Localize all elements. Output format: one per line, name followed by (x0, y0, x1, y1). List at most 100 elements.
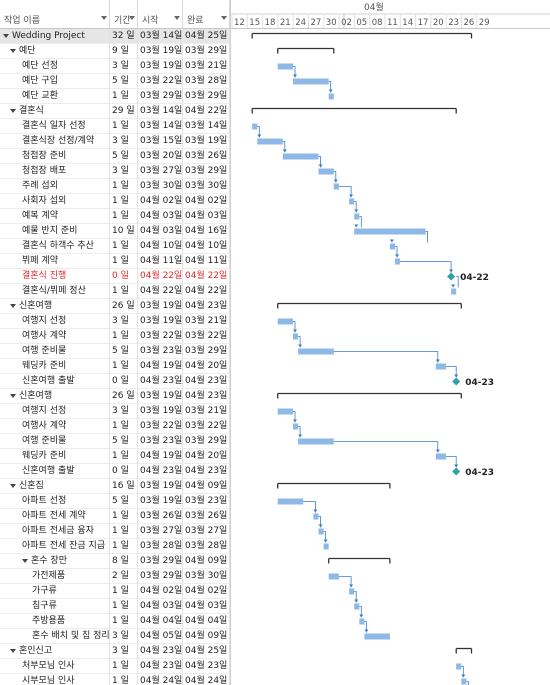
task-end-cell[interactable]: 03월 29일 (183, 44, 230, 59)
task-end-cell[interactable]: 03월 26일 (183, 149, 230, 164)
task-row[interactable]: 웨딩카 준비 1 일 04월 19일 04월 20일 (0, 359, 230, 374)
chevron-down-icon[interactable] (129, 16, 135, 20)
task-name-cell[interactable]: 청첩장 배포 (0, 164, 110, 179)
task-duration-cell[interactable]: 1 일 (110, 659, 138, 674)
task-duration-cell[interactable]: 1 일 (110, 509, 138, 524)
task-end-cell[interactable]: 03월 22일 (183, 329, 230, 344)
task-duration-cell[interactable]: 32 일 (110, 29, 138, 44)
task-start-cell[interactable]: 04월 23일 (138, 374, 183, 389)
task-start-cell[interactable]: 03월 27일 (138, 524, 183, 539)
task-start-cell[interactable]: 04월 02일 (138, 584, 183, 599)
task-duration-cell[interactable]: 1 일 (110, 359, 138, 374)
collapse-triangle-icon[interactable] (10, 48, 16, 53)
task-row[interactable]: 청첩장 준비 5 일 03월 20일 03월 26일 (0, 149, 230, 164)
task-row[interactable]: 청첩장 배포 3 일 03월 27일 03월 29일 (0, 164, 230, 179)
task-name-cell[interactable]: 아파트 전세 계약 (0, 509, 110, 524)
task-duration-cell[interactable]: 8 일 (110, 554, 138, 569)
column-header-end[interactable]: 완료 (183, 0, 230, 29)
task-start-cell[interactable]: 04월 24일 (138, 674, 183, 685)
task-name-cell[interactable]: 침구류 (0, 599, 110, 614)
column-header-start[interactable]: 시작 (138, 0, 183, 29)
task-start-cell[interactable]: 03월 23일 (138, 344, 183, 359)
task-name-cell[interactable]: 아파트 전세 잔금 지급 (0, 539, 110, 554)
task-end-cell[interactable]: 03월 21일 (183, 59, 230, 74)
task-name-cell[interactable]: 신혼여행 (0, 299, 110, 314)
task-row[interactable]: 주방용품 1 일 04월 04일 04월 04일 (0, 614, 230, 629)
task-row[interactable]: 가구류 1 일 04월 02일 04월 02일 (0, 584, 230, 599)
task-start-cell[interactable]: 03월 22일 (138, 329, 183, 344)
task-row[interactable]: 혼인신고 3 일 04월 23일 04월 25일 (0, 644, 230, 659)
task-start-cell[interactable]: 04월 03일 (138, 224, 183, 239)
task-name-cell[interactable]: 가구류 (0, 584, 110, 599)
task-start-cell[interactable]: 03월 19일 (138, 299, 183, 314)
task-end-cell[interactable]: 04월 20일 (183, 359, 230, 374)
chevron-down-icon[interactable] (101, 16, 107, 20)
task-duration-cell[interactable]: 1 일 (110, 254, 138, 269)
task-duration-cell[interactable]: 1 일 (110, 584, 138, 599)
task-duration-cell[interactable]: 3 일 (110, 59, 138, 74)
task-row[interactable]: 여행지 선정 3 일 03월 19일 03월 21일 (0, 404, 230, 419)
task-name-cell[interactable]: 결혼식 일자 선정 (0, 119, 110, 134)
task-row[interactable]: 예단 선정 3 일 03월 19일 03월 21일 (0, 59, 230, 74)
task-duration-cell[interactable]: 5 일 (110, 344, 138, 359)
task-duration-cell[interactable]: 10 일 (110, 224, 138, 239)
task-end-cell[interactable]: 04월 23일 (183, 659, 230, 674)
task-start-cell[interactable]: 03월 27일 (138, 164, 183, 179)
task-end-cell[interactable]: 04월 24일 (183, 674, 230, 685)
task-row[interactable]: 여행사 계약 1 일 03월 22일 03월 22일 (0, 329, 230, 344)
task-end-cell[interactable]: 04월 02일 (183, 194, 230, 209)
task-duration-cell[interactable]: 1 일 (110, 599, 138, 614)
task-start-cell[interactable]: 03월 19일 (138, 389, 183, 404)
task-row[interactable]: 결혼식 일자 선정 1 일 03월 14일 03월 14일 (0, 119, 230, 134)
task-start-cell[interactable]: 03월 19일 (138, 314, 183, 329)
task-start-cell[interactable]: 03월 19일 (138, 494, 183, 509)
task-name-cell[interactable]: 주례 섭외 (0, 179, 110, 194)
task-duration-cell[interactable]: 3 일 (110, 134, 138, 149)
task-name-cell[interactable]: 신혼여행 출발 (0, 374, 110, 389)
task-name-cell[interactable]: 뷔페 계약 (0, 254, 110, 269)
task-duration-cell[interactable]: 9 일 (110, 44, 138, 59)
task-start-cell[interactable]: 03월 20일 (138, 149, 183, 164)
task-end-cell[interactable]: 04월 02일 (183, 584, 230, 599)
task-row[interactable]: 신혼여행 출발 0 일 04월 23일 04월 23일 (0, 374, 230, 389)
task-row[interactable]: 뷔페 계약 1 일 04월 11일 04월 11일 (0, 254, 230, 269)
collapse-triangle-icon[interactable] (10, 483, 16, 488)
task-end-cell[interactable]: 03월 23일 (183, 494, 230, 509)
task-start-cell[interactable]: 04월 11일 (138, 254, 183, 269)
task-name-cell[interactable]: 예단 (0, 44, 110, 59)
task-row[interactable]: 아파트 선정 5 일 03월 19일 03월 23일 (0, 494, 230, 509)
task-end-cell[interactable]: 04월 22일 (183, 284, 230, 299)
task-name-cell[interactable]: 예단 교환 (0, 89, 110, 104)
task-start-cell[interactable]: 03월 19일 (138, 44, 183, 59)
task-row[interactable]: 여행지 선정 3 일 03월 19일 03월 21일 (0, 314, 230, 329)
task-duration-cell[interactable]: 1 일 (110, 674, 138, 685)
task-end-cell[interactable]: 04월 23일 (183, 299, 230, 314)
task-start-cell[interactable]: 03월 30일 (138, 179, 183, 194)
task-name-cell[interactable]: 여행사 계약 (0, 329, 110, 344)
task-duration-cell[interactable]: 1 일 (110, 179, 138, 194)
task-end-cell[interactable]: 04월 09일 (183, 629, 230, 644)
task-start-cell[interactable]: 04월 23일 (138, 464, 183, 479)
task-end-cell[interactable]: 04월 20일 (183, 449, 230, 464)
collapse-triangle-icon[interactable] (10, 303, 16, 308)
task-duration-cell[interactable]: 16 일 (110, 479, 138, 494)
task-end-cell[interactable]: 03월 28일 (183, 74, 230, 89)
task-end-cell[interactable]: 04월 09일 (183, 479, 230, 494)
task-name-cell[interactable]: 예단 선정 (0, 59, 110, 74)
task-name-cell[interactable]: 신혼여행 출발 (0, 464, 110, 479)
task-end-cell[interactable]: 03월 29일 (183, 434, 230, 449)
task-duration-cell[interactable]: 1 일 (110, 89, 138, 104)
task-duration-cell[interactable]: 26 일 (110, 299, 138, 314)
task-end-cell[interactable]: 04월 22일 (183, 104, 230, 119)
task-duration-cell[interactable]: 3 일 (110, 314, 138, 329)
task-duration-cell[interactable]: 3 일 (110, 164, 138, 179)
task-name-cell[interactable]: 예단 구입 (0, 74, 110, 89)
task-row[interactable]: 여행 준비물 5 일 03월 23일 03월 29일 (0, 344, 230, 359)
task-row[interactable]: 혼수 배치 및 집 정리 3 일 04월 05일 04월 09일 (0, 629, 230, 644)
task-end-cell[interactable]: 03월 29일 (183, 89, 230, 104)
task-name-cell[interactable]: 여행 준비물 (0, 434, 110, 449)
task-row[interactable]: 침구류 1 일 04월 03일 04월 03일 (0, 599, 230, 614)
task-end-cell[interactable]: 03월 21일 (183, 314, 230, 329)
task-row[interactable]: 결혼식장 선정/계약 3 일 03월 15일 03월 19일 (0, 134, 230, 149)
task-start-cell[interactable]: 03월 23일 (138, 434, 183, 449)
